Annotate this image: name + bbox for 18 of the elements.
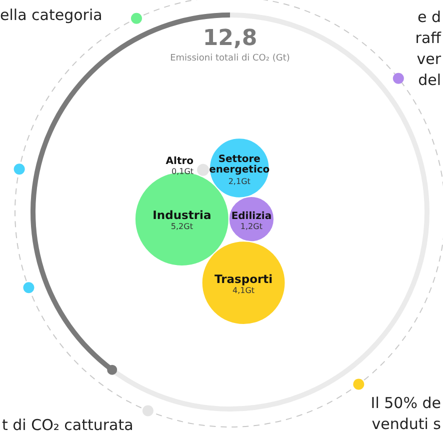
text: Emissioni totali di CO₂ (Gt) [170, 53, 290, 64]
data-label: 2,1Gt [228, 177, 250, 186]
text: del [418, 71, 441, 89]
data-label: 1,2Gt [240, 222, 262, 232]
text: ella categoria [0, 6, 102, 24]
text: venduti s [372, 415, 442, 433]
text: ver [416, 50, 442, 68]
text: 12,8 [202, 26, 258, 51]
text: Il 50% de [370, 394, 441, 412]
text: t di CO₂ catturata [2, 416, 134, 434]
data-label: 4,1Gt [232, 286, 255, 295]
data-label: 5,2Gt [170, 222, 193, 232]
text: raff [415, 29, 442, 47]
category-label: Edilizia [231, 211, 272, 222]
text: e d [417, 8, 441, 26]
category-label: Trasporti [214, 272, 273, 286]
category-label: Industria [152, 208, 212, 222]
category-label: Altro [166, 156, 194, 167]
